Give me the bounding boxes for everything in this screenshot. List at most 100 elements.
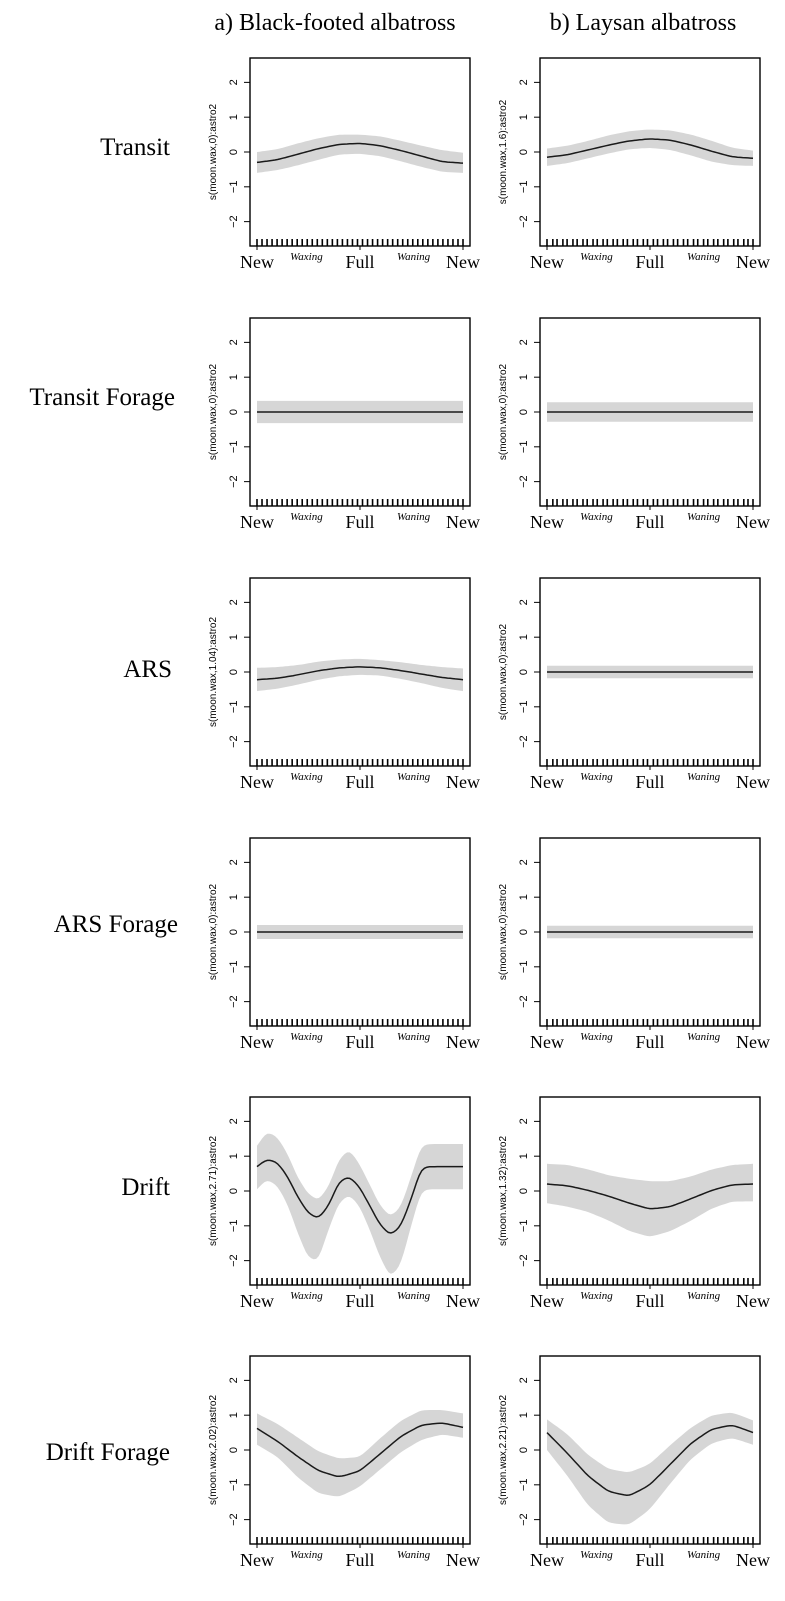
phase-label: Waning (397, 251, 431, 263)
x-tick-label: New (240, 512, 274, 532)
fitted-line (256, 1159, 463, 1234)
y-tick-label: 1 (228, 1412, 240, 1418)
phase-label: Waning (397, 1549, 431, 1561)
y-tick-label: −2 (228, 995, 240, 1008)
phase-label: Waxing (290, 1031, 323, 1043)
x-tick-label: New (736, 1291, 770, 1311)
y-axis-label: s(moon.wax,0):astro2 (208, 883, 219, 980)
y-tick-label: −2 (228, 735, 240, 748)
x-tick-label: New (530, 1550, 564, 1570)
x-tick-label: New (530, 1032, 564, 1052)
y-tick-label: −1 (518, 1220, 530, 1233)
rug (546, 1537, 754, 1544)
x-tick-label: New (736, 1032, 770, 1052)
y-tick-label: 2 (518, 599, 530, 605)
phase-label: Waxing (290, 251, 323, 263)
phase-label: Waxing (580, 771, 613, 783)
y-tick-label: −1 (518, 961, 530, 974)
y-tick-label: −1 (518, 441, 530, 454)
y-tick-label: 2 (228, 859, 240, 865)
panel-1-b: −2 −1 0 1 2 s(moon.wax,1.6):astro2 New Full New W… (498, 57, 770, 272)
panel-2-b: −2 −1 0 1 2 s(moon.wax,0):astro2 New Full New Wax… (498, 317, 770, 532)
rug (256, 1278, 464, 1285)
x-tick-label: New (446, 252, 480, 272)
panel-5-b: −2 −1 0 1 2 s(moon.wax,1.32):astro2 New Full New… (498, 1096, 770, 1311)
fitted-line (546, 1424, 754, 1496)
x-tick-label: New (446, 512, 480, 532)
y-tick-label: 0 (228, 1447, 240, 1453)
fitted-line (546, 1183, 754, 1210)
y-tick-label: 2 (228, 339, 240, 345)
y-tick-label: −1 (228, 441, 240, 454)
y-tick-label: 2 (518, 339, 530, 345)
x-tick-label: Full (345, 512, 374, 532)
y-tick-label: 2 (228, 1118, 240, 1124)
confidence-band (547, 129, 753, 166)
y-tick-label: −2 (228, 1513, 240, 1526)
x-tick-label: New (240, 1032, 274, 1052)
panel-6-b: −2 −1 0 1 2 s(moon.wax,2.21):astro2 New Full New… (498, 1355, 770, 1570)
y-tick-label: 1 (228, 1153, 240, 1159)
column-headers: a) Black-footed albatross b) Laysan alba… (214, 10, 736, 36)
y-tick-label: −2 (518, 475, 530, 488)
x-tick-label: Full (635, 512, 664, 532)
y-tick-label: −2 (518, 215, 530, 228)
y-tick-label: 2 (518, 79, 530, 85)
row-label-drift-forage: Drift Forage (46, 1439, 170, 1466)
phase-label: Waxing (290, 771, 323, 783)
fitted-line (256, 666, 464, 681)
phase-label: Waxing (290, 511, 323, 523)
rug (546, 1019, 754, 1026)
row-label-ars: ARS (123, 656, 172, 683)
y-tick-label: 1 (228, 634, 240, 640)
rug (256, 239, 464, 246)
x-tick-label: Full (345, 1291, 374, 1311)
y-tick-label: 0 (228, 149, 240, 155)
phase-label: Waning (397, 1031, 431, 1043)
x-tick-label: Full (345, 772, 374, 792)
y-tick-label: −1 (228, 1479, 240, 1492)
x-tick-label: New (736, 512, 770, 532)
y-tick-label: 1 (518, 374, 530, 380)
y-axis-label: s(moon.wax,0):astro2 (208, 103, 219, 200)
phase-label: Waning (397, 771, 431, 783)
row-label-drift: Drift (121, 1174, 170, 1201)
x-tick-label: New (530, 1291, 564, 1311)
x-tick-label: Full (635, 1550, 664, 1570)
row-label-ars-forage: ARS Forage (54, 911, 178, 938)
x-tick-label: Full (635, 1291, 664, 1311)
y-tick-label: 1 (228, 374, 240, 380)
phase-label: Waxing (580, 1031, 613, 1043)
phase-label: Waning (687, 251, 721, 263)
confidence-band (547, 1163, 753, 1237)
y-tick-label: −1 (518, 1479, 530, 1492)
row-label-transit-forage: Transit Forage (29, 384, 175, 411)
rug (546, 759, 754, 766)
phase-label: Waxing (580, 251, 613, 263)
phase-label: Waning (687, 771, 721, 783)
y-tick-label: 2 (228, 79, 240, 85)
y-tick-label: 0 (518, 149, 530, 155)
phase-label: Waxing (580, 1549, 613, 1561)
y-tick-label: 0 (228, 409, 240, 415)
x-tick-label: New (530, 772, 564, 792)
fitted-line (546, 138, 754, 160)
panel-5-a: −2 −1 0 1 2 s(moon.wax,2.71):astro2 New Full New… (208, 1096, 480, 1311)
panel-3-a: −2 −1 0 1 2 s(moon.wax,1.04):astro2 New Full New… (208, 577, 480, 792)
y-axis-label: s(moon.wax,2.21):astro2 (498, 1395, 509, 1505)
y-tick-label: 1 (518, 894, 530, 900)
row-label-transit: Transit (100, 134, 170, 161)
confidence-band (257, 1133, 463, 1274)
y-axis-label: s(moon.wax,1.04):astro2 (208, 617, 219, 727)
y-tick-label: 1 (518, 1412, 530, 1418)
x-tick-label: New (240, 1291, 274, 1311)
column-label-b: b) Laysan albatross (550, 10, 737, 36)
y-tick-label: 0 (228, 929, 240, 935)
y-tick-label: 0 (518, 1447, 530, 1453)
y-tick-label: 0 (518, 409, 530, 415)
phase-label: Waning (397, 511, 431, 523)
rug (546, 239, 754, 246)
x-tick-label: New (240, 252, 274, 272)
rug (256, 1537, 464, 1544)
y-tick-label: −1 (518, 701, 530, 714)
